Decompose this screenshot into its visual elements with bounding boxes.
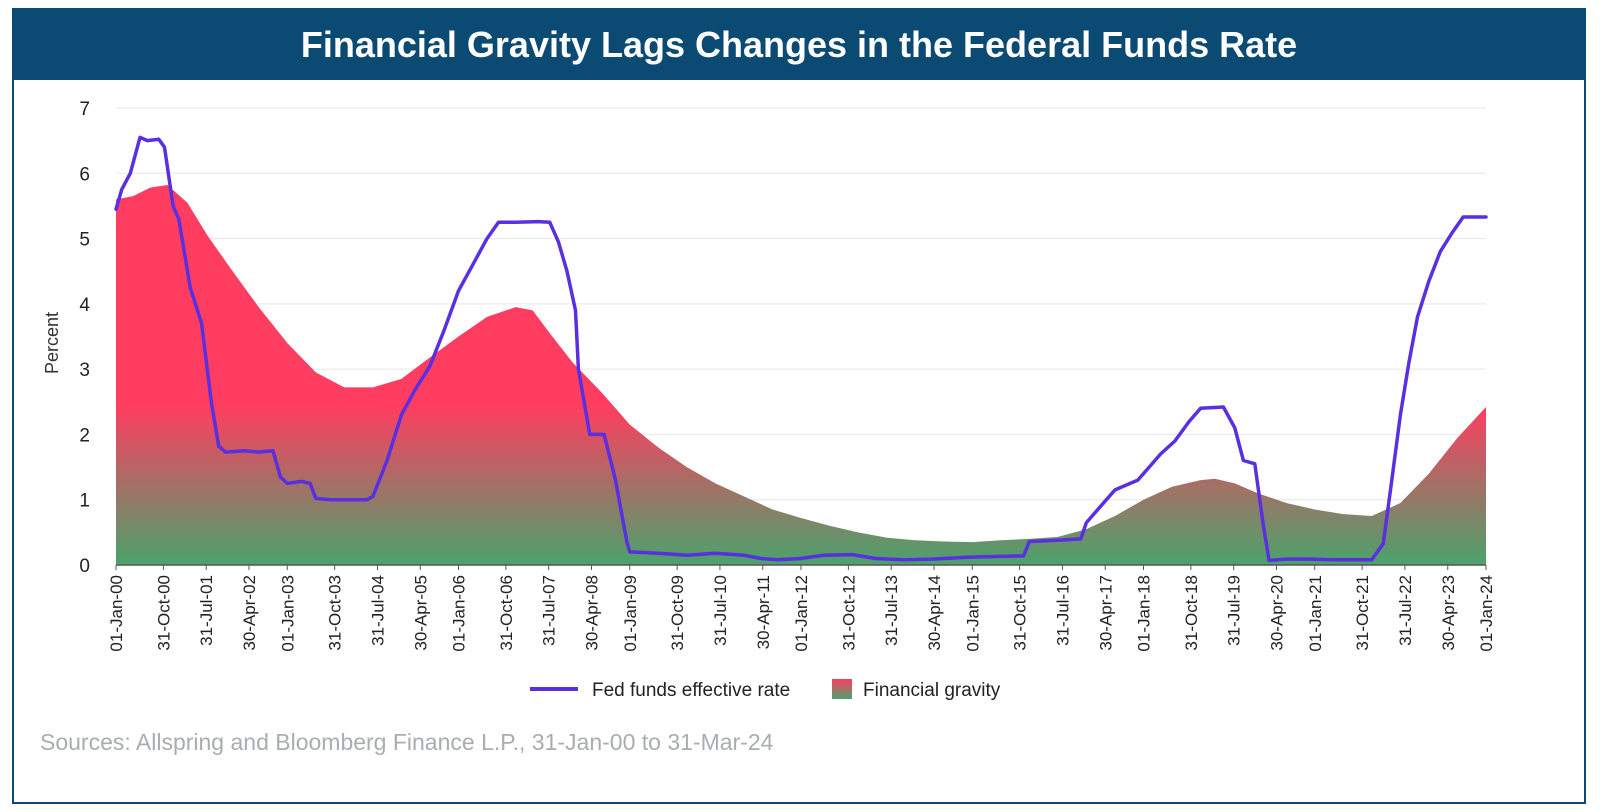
x-tick-label: 31-Oct-15 [1011,575,1030,651]
fed-funds-rate-line [114,135,1488,563]
x-tick-label: 30-Apr-05 [411,575,430,651]
legend-swatch-area [832,679,852,699]
x-tick-label: 31-Oct-12 [839,575,858,651]
x-tick-label: 30-Apr-14 [925,575,944,651]
x-tick-label: 30-Apr-11 [754,575,773,649]
x-tick-label: 30-Apr-17 [1096,575,1115,651]
financial-gravity-area-layer [116,185,1486,565]
x-tick-label: 30-Apr-08 [583,575,602,651]
x-tick-label: 30-Apr-02 [240,575,259,651]
x-tick-label: 31-Jul-13 [882,575,901,646]
x-tick-label: 30-Apr-23 [1439,575,1458,651]
x-tick-label: 31-Oct-00 [154,575,173,651]
x-tick-label: 31-Jul-10 [711,575,730,646]
x-tick-label: 01-Jan-15 [963,575,982,652]
fed-funds-line-layer [114,135,1488,563]
x-tick-label: 31-Jul-01 [197,575,216,646]
x-tick-label: 01-Jan-18 [1135,575,1154,652]
x-tick-label: 31-Oct-21 [1353,575,1372,651]
y-tick-label: 5 [79,230,90,251]
x-tick-label: 31-Jul-16 [1053,575,1072,646]
y-tick-label: 4 [79,295,90,316]
financial-gravity-area [116,185,1486,565]
y-tick-label: 6 [79,164,90,185]
x-tick-label: 31-Jul-22 [1396,575,1415,646]
y-tick-label: 0 [79,556,90,577]
legend-label-financial-gravity: Financial gravity [863,680,1001,701]
x-tick-label: 31-Oct-18 [1182,575,1201,651]
x-tick-label: 01-Jan-00 [107,575,126,652]
x-tick-label: 01-Jan-24 [1477,575,1496,652]
x-tick-label: 31-Jul-19 [1225,575,1244,646]
axes: 0 1 2 3 4 5 6 7 01-Jan-00 31-Oct-00 31-Jul-01 30-Ap… [79,99,1496,652]
legend-label-fed-funds: Fed funds effective rate [592,680,790,701]
chart-title: Financial Gravity Lags Changes in the Fe… [14,10,1584,80]
y-tick-label: 3 [79,360,90,381]
x-tick-label: 30-Apr-20 [1268,575,1287,651]
x-tick-label: 01-Jan-03 [278,575,297,652]
x-tick-label: 31-Oct-09 [668,575,687,651]
legend: Fed funds effective rate Financial gravi… [530,679,1001,701]
y-tick-label: 2 [79,425,90,446]
source-note: Sources: Allspring and Bloomberg Finance… [40,729,774,755]
x-tick-label: 01-Jan-21 [1306,575,1325,652]
x-tick-label: 01-Jan-06 [450,575,469,652]
y-tick-label: 7 [79,99,90,120]
x-tick-label: 31-Jul-07 [540,575,559,646]
x-tick-label: 31-Jul-04 [368,575,387,646]
y-tick-label: 1 [79,491,90,512]
y-axis-label: Percent [42,312,62,374]
x-tick-label: 31-Oct-03 [326,575,345,651]
x-tick-label: 01-Jan-09 [621,575,640,652]
x-tick-label: 01-Jan-12 [792,575,811,652]
x-tick-label: 31-Oct-06 [497,575,516,651]
